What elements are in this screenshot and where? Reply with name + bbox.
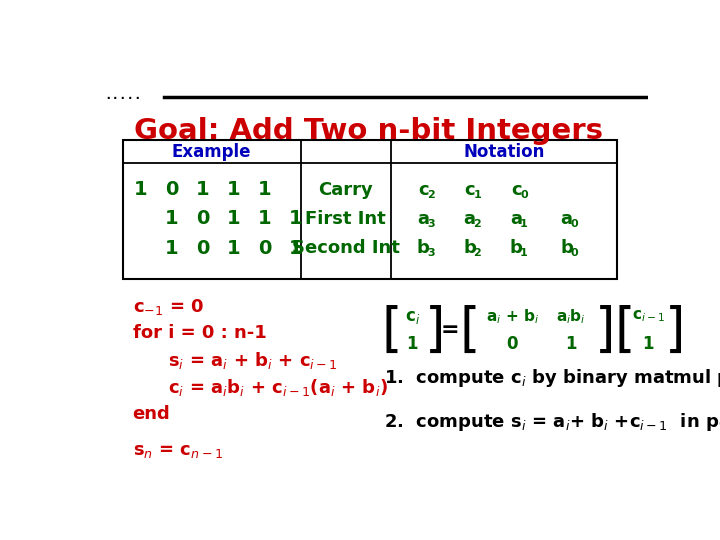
Text: 0: 0 bbox=[570, 219, 578, 229]
Text: 1: 1 bbox=[289, 210, 302, 228]
Text: 1: 1 bbox=[165, 210, 178, 228]
Text: c: c bbox=[464, 180, 475, 199]
Text: Carry: Carry bbox=[318, 180, 373, 199]
Text: c$_i$ = a$_i$b$_i$ + c$_{i-1}$(a$_i$ + b$_i$): c$_i$ = a$_i$b$_i$ + c$_{i-1}$(a$_i$ + b… bbox=[168, 377, 387, 399]
Text: 1: 1 bbox=[134, 180, 147, 199]
Text: 1: 1 bbox=[642, 335, 654, 353]
Text: ]: ] bbox=[665, 305, 685, 356]
Text: a$_i$b$_i$: a$_i$b$_i$ bbox=[556, 307, 585, 326]
Text: 0: 0 bbox=[570, 248, 578, 259]
Text: 1: 1 bbox=[258, 180, 271, 199]
Text: 1: 1 bbox=[520, 219, 528, 229]
Text: Second Int: Second Int bbox=[292, 239, 400, 257]
Text: 0: 0 bbox=[507, 335, 518, 353]
Text: 1.  compute c$_i$ by binary matmul prefix: 1. compute c$_i$ by binary matmul prefix bbox=[384, 367, 720, 389]
Text: a: a bbox=[561, 210, 572, 228]
Text: 3: 3 bbox=[427, 248, 435, 259]
Bar bbox=[122, 140, 617, 279]
Text: 1: 1 bbox=[564, 335, 576, 353]
Text: a: a bbox=[418, 210, 429, 228]
Text: First Int: First Int bbox=[305, 210, 386, 228]
Text: ]: ] bbox=[595, 305, 616, 356]
Text: 0: 0 bbox=[165, 180, 178, 199]
Text: 1: 1 bbox=[227, 180, 240, 199]
Text: b: b bbox=[417, 239, 430, 257]
Text: 2.  compute s$_i$ = a$_i$+ b$_i$ +c$_{i-1}$  in parallel: 2. compute s$_i$ = a$_i$+ b$_i$ +c$_{i-1… bbox=[384, 411, 720, 433]
Text: 1: 1 bbox=[289, 239, 302, 258]
Text: 0: 0 bbox=[258, 239, 271, 258]
Text: Example: Example bbox=[172, 143, 251, 161]
Text: end: end bbox=[132, 405, 171, 423]
Text: 1: 1 bbox=[227, 239, 240, 258]
Text: 0: 0 bbox=[196, 210, 209, 228]
Text: 1: 1 bbox=[407, 335, 418, 353]
Text: 0: 0 bbox=[520, 190, 528, 200]
Text: a$_i$ + b$_i$: a$_i$ + b$_i$ bbox=[486, 307, 539, 326]
Text: 1: 1 bbox=[196, 180, 210, 199]
Text: 2: 2 bbox=[427, 190, 435, 200]
Text: [: [ bbox=[459, 305, 480, 356]
Text: b: b bbox=[560, 239, 573, 257]
Text: 2: 2 bbox=[474, 248, 482, 259]
Text: 1: 1 bbox=[258, 210, 271, 228]
Text: c$_i$: c$_i$ bbox=[405, 308, 420, 326]
Text: c$_{i-1}$: c$_{i-1}$ bbox=[631, 309, 665, 325]
Text: a: a bbox=[510, 210, 522, 228]
Text: [: [ bbox=[382, 305, 402, 356]
Text: 1: 1 bbox=[474, 190, 482, 200]
Text: Notation: Notation bbox=[464, 143, 545, 161]
Text: b: b bbox=[510, 239, 523, 257]
Text: 1: 1 bbox=[520, 248, 528, 259]
Text: Goal: Add Two n-bit Integers: Goal: Add Two n-bit Integers bbox=[135, 117, 603, 145]
Text: s$_n$ = c$_{n-1}$: s$_n$ = c$_{n-1}$ bbox=[132, 442, 222, 460]
Text: 3: 3 bbox=[427, 219, 435, 229]
Text: 1: 1 bbox=[165, 239, 178, 258]
Text: s$_i$ = a$_i$ + b$_i$ + c$_{i-1}$: s$_i$ = a$_i$ + b$_i$ + c$_{i-1}$ bbox=[168, 350, 337, 370]
Text: c$_{-1}$ = 0: c$_{-1}$ = 0 bbox=[132, 298, 204, 318]
Text: 1: 1 bbox=[227, 210, 240, 228]
Text: for i = 0 : n-1: for i = 0 : n-1 bbox=[132, 323, 266, 341]
Text: 2: 2 bbox=[474, 219, 482, 229]
Text: a: a bbox=[464, 210, 476, 228]
Text: 0: 0 bbox=[196, 239, 209, 258]
Text: =: = bbox=[441, 320, 459, 340]
Text: [: [ bbox=[614, 305, 635, 356]
Text: .....: ..... bbox=[104, 89, 141, 102]
Text: b: b bbox=[463, 239, 476, 257]
Text: ]: ] bbox=[425, 305, 445, 356]
Text: c: c bbox=[418, 180, 428, 199]
Text: c: c bbox=[511, 180, 521, 199]
